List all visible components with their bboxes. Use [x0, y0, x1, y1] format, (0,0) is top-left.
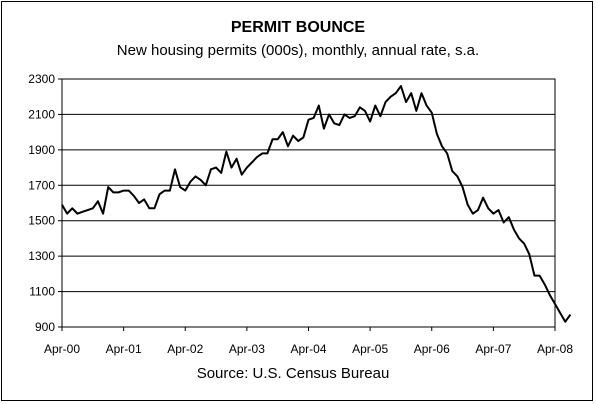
y-tick-label: 1500	[28, 214, 55, 228]
y-axis: 900 1100 1300 1500 1700 1900 2100 2300	[28, 72, 62, 334]
x-tick-label: Apr-04	[290, 342, 326, 356]
y-tick-label: 1100	[29, 285, 55, 299]
chart-subtitle: New housing permits (000s), monthly, ann…	[117, 42, 479, 59]
x-tick-label: Apr-06	[414, 342, 450, 356]
x-axis: Apr-00 Apr-01 Apr-02 Apr-03 Apr-04 Apr-05 Apr-…	[44, 327, 573, 356]
x-tick-label: Apr-01	[106, 342, 142, 356]
y-tick-label: 2300	[28, 72, 55, 86]
chart-source: Source: U.S. Census Bureau	[197, 365, 390, 382]
x-tick-label: Apr-08	[537, 342, 573, 356]
chart-title: PERMIT BOUNCE	[231, 19, 366, 36]
series-line-permits	[61, 85, 572, 323]
x-tick-label: Apr-00	[44, 342, 80, 356]
y-tick-label: 1300	[28, 249, 55, 263]
x-tick-label: Apr-03	[229, 342, 265, 356]
series-group	[61, 85, 572, 323]
x-tick-label: Apr-02	[167, 342, 203, 356]
x-tick-label: Apr-07	[475, 342, 511, 356]
y-tick-label: 1700	[28, 178, 55, 192]
x-tick-label: Apr-05	[352, 342, 388, 356]
y-tick-label: 900	[35, 320, 55, 334]
plot-area-border	[61, 78, 556, 328]
y-tick-label: 2100	[28, 107, 55, 121]
y-tick-label: 1900	[28, 143, 55, 157]
